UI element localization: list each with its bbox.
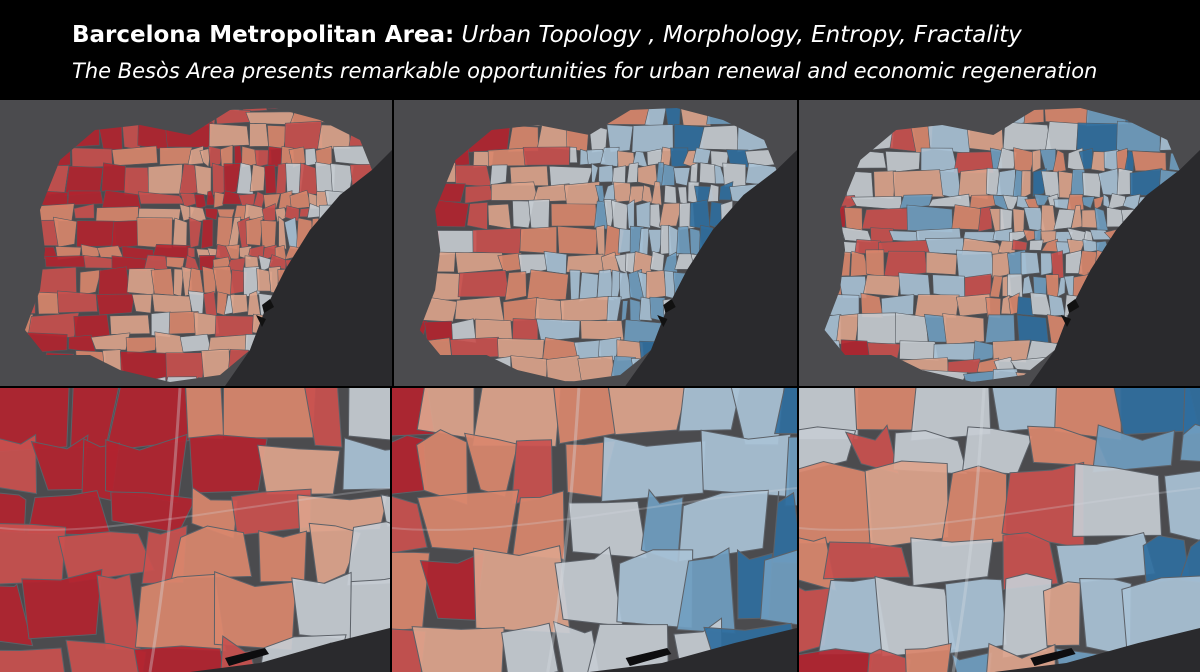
page-title: Barcelona Metropolitan Area: Urban Topol…: [72, 22, 1022, 48]
overview-map-2[interactable]: [394, 100, 797, 386]
overview-map-1[interactable]: [0, 100, 392, 386]
detail-map-3-svg: [799, 388, 1200, 672]
header: Barcelona Metropolitan Area: Urban Topol…: [0, 0, 1200, 100]
detail-map-1-svg: [0, 388, 390, 672]
page-subtitle: The Besòs Area presents remarkable oppor…: [72, 59, 1098, 83]
detail-map-2-svg: [392, 388, 797, 672]
detail-map-2[interactable]: [392, 388, 797, 672]
detail-map-1[interactable]: [0, 388, 390, 672]
title-bold: Barcelona Metropolitan Area:: [72, 22, 455, 48]
title-italic: Urban Topology , Morphology, Entropy, Fr…: [461, 22, 1022, 48]
overview-map-1-svg: [0, 100, 392, 386]
overview-map-3[interactable]: [799, 100, 1200, 386]
overview-map-2-svg: [394, 100, 797, 386]
overview-map-3-svg: [799, 100, 1200, 386]
detail-map-3[interactable]: [799, 388, 1200, 672]
